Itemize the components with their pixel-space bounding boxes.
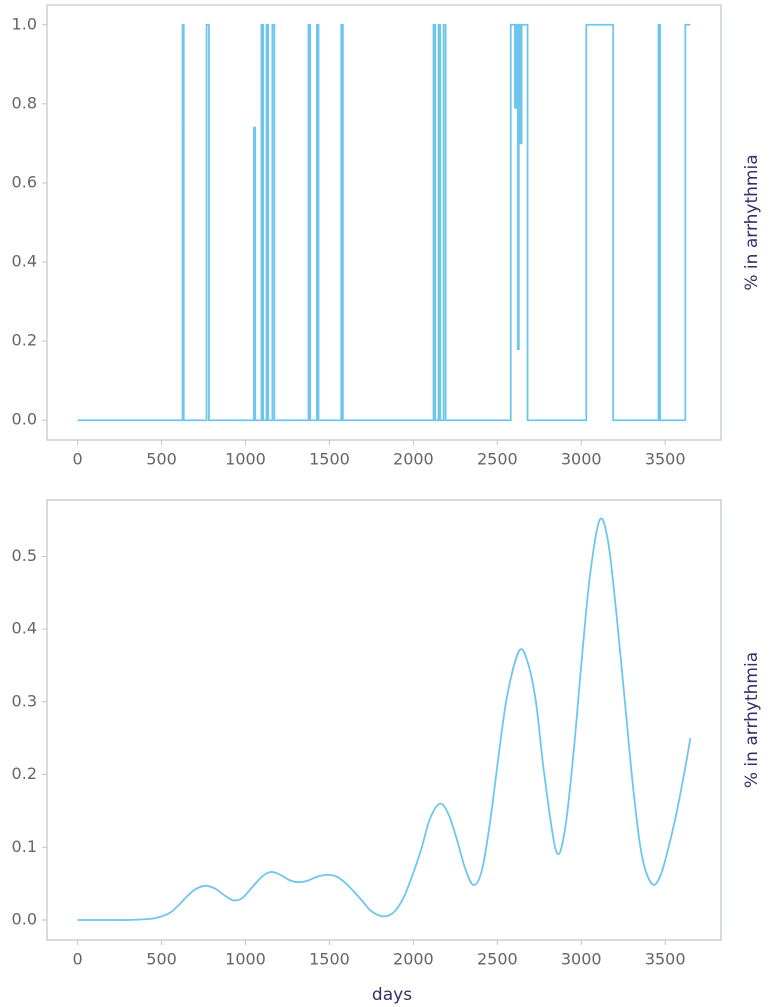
plot-frame <box>46 499 722 941</box>
x-tick-label: 3000 <box>561 450 602 469</box>
data-line <box>77 517 692 921</box>
y-axis-label: % in arrhythmia <box>742 652 762 788</box>
x-tick-label: 3500 <box>645 450 686 469</box>
y-tick-label: 0.2 <box>12 331 37 350</box>
y-tick-label: 0.4 <box>12 252 37 271</box>
x-tick-label: 2500 <box>477 950 518 969</box>
y-tick-label: 0.1 <box>12 837 37 856</box>
x-axis-label: days <box>372 985 412 1005</box>
y-tick-label: 0.6 <box>12 172 37 191</box>
x-tick-label: 0 <box>73 450 83 469</box>
x-tick-label: 3500 <box>645 950 686 969</box>
x-tick-label: 2000 <box>393 450 434 469</box>
x-tick-label: 1500 <box>309 450 350 469</box>
x-tick-label: 1500 <box>309 950 350 969</box>
y-axis-label: % in arrhythmia <box>742 154 762 290</box>
y-tick-label: 0.8 <box>12 93 37 112</box>
plot-frame <box>46 4 722 441</box>
x-tick-label: 3000 <box>561 950 602 969</box>
x-tick-label: 500 <box>146 950 177 969</box>
x-tick-label: 0 <box>73 950 83 969</box>
x-tick-label: 2500 <box>477 450 518 469</box>
y-tick-label: 1.0 <box>12 14 37 33</box>
data-line <box>77 23 691 422</box>
y-tick-label: 0.0 <box>12 910 37 929</box>
y-tick-label: 0.0 <box>12 410 37 429</box>
y-tick-label: 0.5 <box>12 546 37 565</box>
x-tick-label: 2000 <box>393 950 434 969</box>
y-tick-label: 0.4 <box>12 619 37 638</box>
x-tick-label: 1000 <box>225 950 266 969</box>
y-tick-label: 0.3 <box>12 691 37 710</box>
y-tick-label: 0.2 <box>12 764 37 783</box>
x-tick-label: 1000 <box>225 450 266 469</box>
x-tick-label: 500 <box>146 450 177 469</box>
